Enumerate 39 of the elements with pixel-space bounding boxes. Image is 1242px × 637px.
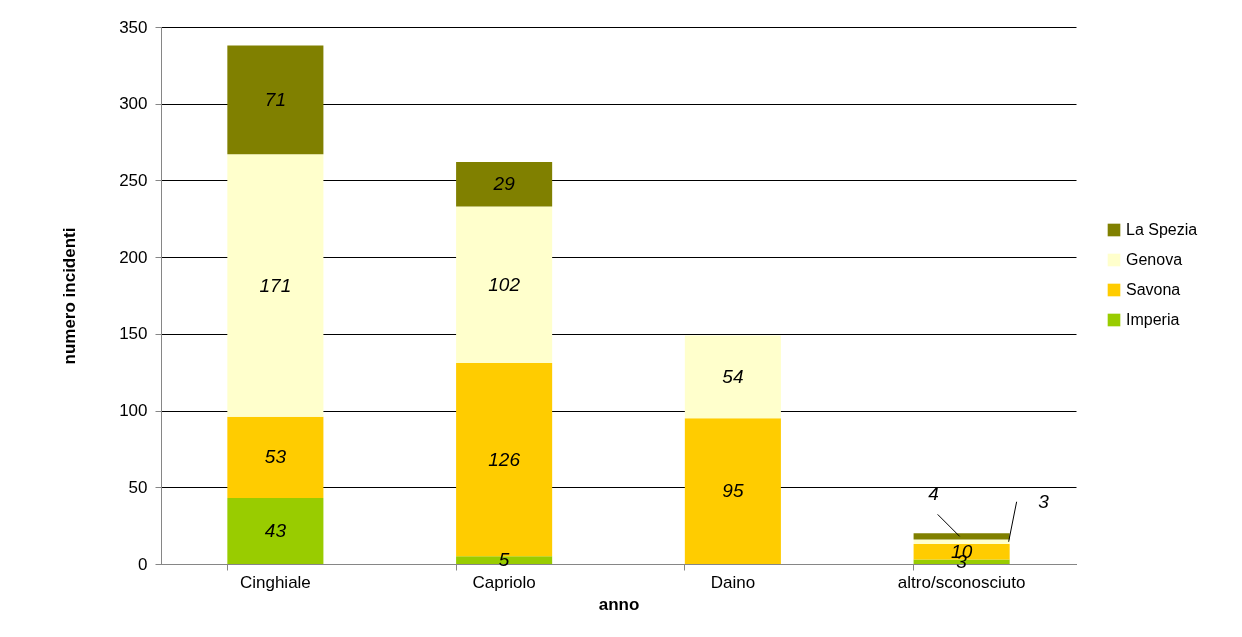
data-label: 95 <box>722 480 744 502</box>
y-tick-label: 0 <box>138 554 148 574</box>
bar <box>456 162 553 207</box>
bar <box>227 154 324 417</box>
x-tick-label: Daino <box>710 572 756 592</box>
x-tick-label: Capriolo <box>472 572 536 592</box>
legend-label: Savona <box>1126 281 1181 298</box>
legend-label: Genova <box>1126 251 1183 268</box>
x-tick-label: Cinghiale <box>239 572 311 592</box>
y-tick-label: 50 <box>128 477 148 497</box>
y-tick-label: 350 <box>119 17 148 37</box>
y-tick-label: 150 <box>119 324 148 344</box>
bar <box>913 533 1010 540</box>
bar <box>227 498 324 564</box>
bar <box>913 539 1010 545</box>
data-label: 4 <box>928 483 939 505</box>
bar <box>227 416 324 499</box>
x-tick-label: altro/sconosciuto <box>897 572 1026 592</box>
y-tick-label: 300 <box>119 94 148 114</box>
legend-label: Imperia <box>1126 311 1180 328</box>
data-label: 43 <box>264 520 287 542</box>
data-label: 171 <box>259 274 292 296</box>
legend-label: La Spezia <box>1126 221 1198 238</box>
x-axis-title: anno <box>598 594 640 614</box>
y-tick-label: 250 <box>119 170 148 190</box>
data-label: 126 <box>488 448 521 470</box>
bar <box>456 206 553 364</box>
data-label: 54 <box>722 365 744 387</box>
y-tick-label: 100 <box>119 401 148 421</box>
data-label: 3 <box>1038 490 1050 512</box>
data-label: 29 <box>492 173 516 195</box>
y-axis-title: numero incidenti <box>60 227 80 365</box>
y-tick-label: 200 <box>119 247 148 267</box>
bar <box>227 45 324 155</box>
data-label: 71 <box>264 88 286 110</box>
bar <box>684 418 781 564</box>
bar <box>684 335 781 419</box>
data-label: 102 <box>488 273 521 295</box>
data-label: 53 <box>264 446 287 468</box>
